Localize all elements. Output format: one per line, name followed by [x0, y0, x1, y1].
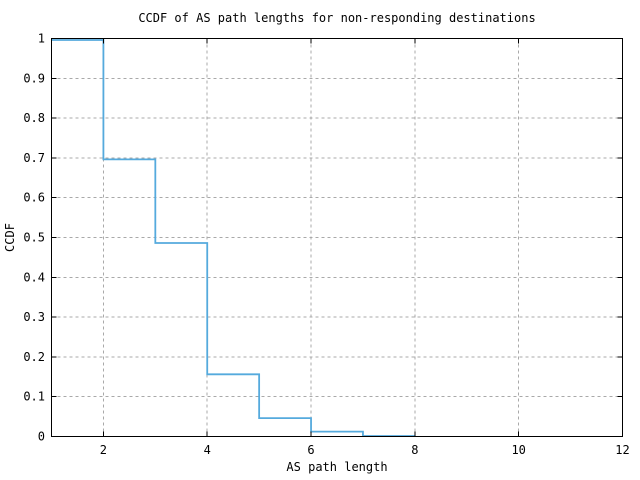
x-tick-label: 10 [511, 443, 525, 457]
x-tick-label: 4 [204, 443, 211, 457]
plot-frame-layer [51, 38, 623, 437]
y-tick-label: 0.3 [23, 310, 45, 324]
y-tick-label: 0.4 [23, 270, 45, 284]
ccdf-step-line [51, 39, 415, 437]
y-tick-label: 0.1 [23, 390, 45, 404]
y-tick-label: 0.7 [23, 151, 45, 165]
y-tick-label: 1 [38, 32, 45, 46]
series-layer [51, 39, 415, 437]
y-tick-label: 0.2 [23, 350, 45, 364]
x-tick-label: 6 [307, 443, 314, 457]
y-tick-label: 0.6 [23, 191, 45, 205]
plot-border [51, 38, 623, 437]
tick-labels-layer: 2 4 6 8 10 12 0 0.1 0.2 0.3 0.4 0.5 0.6 0.7 0.8 0.9 1 [23, 32, 629, 458]
x-axis-label: AS path length [286, 460, 387, 474]
x-tick-label: 12 [615, 443, 629, 457]
x-tick-label: 2 [100, 443, 107, 457]
x-tick-label: 8 [411, 443, 418, 457]
y-axis-label: CCDF [3, 223, 17, 252]
chart-title: CCDF of AS path lengths for non-respondi… [138, 11, 535, 25]
y-tick-label: 0 [38, 430, 45, 444]
y-tick-label: 0.9 [23, 71, 45, 85]
y-tick-label: 0.8 [23, 111, 45, 125]
gridlines-layer [51, 38, 623, 437]
y-tick-label: 0.5 [23, 231, 45, 245]
